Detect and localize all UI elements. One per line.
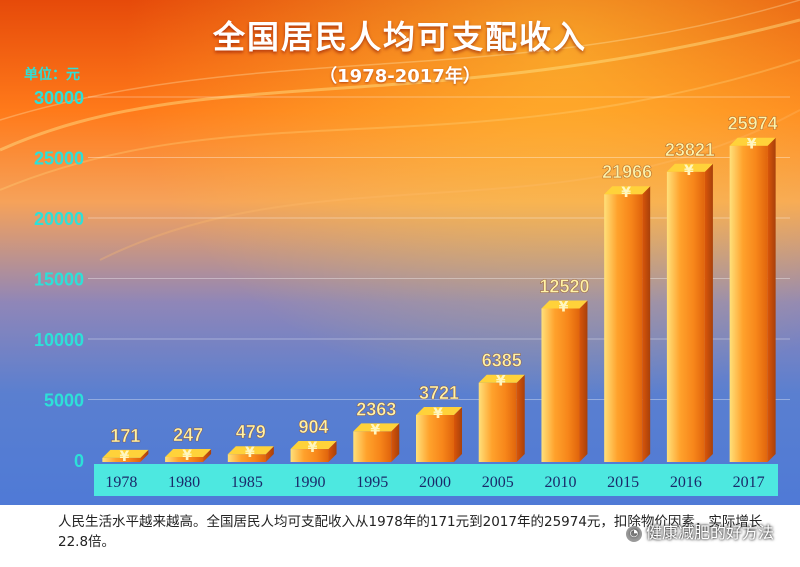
x-tick-label: 1985 (231, 474, 263, 491)
bar-value-label: 904 (299, 417, 329, 437)
bar-side-face (265, 446, 274, 462)
x-tick-label: 1990 (294, 474, 326, 491)
bar-top-face (353, 423, 400, 432)
bar (604, 194, 643, 462)
bar-value-label: 479 (236, 422, 266, 442)
yuan-icon: ¥ (747, 137, 757, 153)
watermark: ◔ 健康减肥的好方法 (625, 519, 774, 543)
x-axis-band (94, 464, 778, 496)
yuan-icon: ¥ (684, 163, 694, 179)
bar-top-face (227, 446, 274, 455)
bar-value-label: 23821 (665, 140, 715, 160)
bar-top-face (541, 300, 588, 309)
bar-side-face (704, 163, 713, 462)
bar-side-face (203, 449, 212, 462)
yuan-icon: ¥ (433, 406, 443, 422)
bar (729, 145, 768, 462)
x-tick-label: 2010 (544, 474, 576, 491)
bar-value-label: 12520 (539, 277, 589, 297)
bar-value-label: 25974 (728, 114, 778, 134)
bar-value-label: 171 (110, 426, 140, 446)
bar (290, 449, 329, 462)
background-swirl-decoration (0, 0, 800, 261)
x-tick-label: 1978 (105, 474, 137, 491)
bar-value-label: 2363 (356, 399, 396, 419)
bar-top-face (165, 449, 212, 458)
bar-side-face (642, 186, 651, 462)
chart-subtitle: （1978-2017年） (319, 66, 481, 87)
bar-side-face (454, 406, 462, 462)
yuan-icon: ¥ (621, 185, 631, 201)
bar-side-face (391, 423, 400, 462)
bar (227, 454, 266, 462)
yuan-icon: ¥ (245, 445, 255, 461)
bar-value-label: 247 (173, 425, 203, 445)
bar-side-face (767, 137, 776, 462)
bar (102, 457, 141, 462)
x-tick-label: 1995 (356, 474, 388, 491)
yuan-icon: ¥ (119, 449, 129, 465)
bar-top-face (666, 163, 713, 172)
bar-side-face (516, 374, 525, 462)
wechat-icon: ◔ (625, 525, 642, 542)
y-axis-unit-label: 单位：元 (24, 67, 80, 83)
bar (478, 382, 517, 462)
yuan-icon: ¥ (559, 300, 569, 316)
bar-top-face (290, 441, 337, 450)
chart-caption: 人民生活水平越来越高。全国居民人均可支配收入从1978年的171元到2017年的… (58, 514, 763, 550)
y-tick-label: 10000 (34, 330, 84, 350)
x-tick-label: 2015 (607, 474, 639, 491)
bar-top-face (416, 406, 462, 415)
watermark-text: 健康减肥的好方法 (645, 523, 774, 542)
bar-top-face (729, 137, 776, 146)
bar-side-face (328, 441, 337, 462)
bar-value-label: 3721 (419, 383, 459, 403)
yuan-icon: ¥ (308, 440, 318, 456)
bar-top-face (604, 186, 651, 195)
bar-side-face (140, 449, 149, 462)
y-tick-label: 30000 (34, 88, 84, 108)
y-tick-label: 25000 (34, 149, 84, 169)
bar-top-face (102, 449, 149, 458)
bar-value-label: 6385 (482, 351, 522, 371)
yuan-icon: ¥ (496, 374, 506, 390)
bar-top-face (478, 374, 525, 383)
bar (353, 431, 392, 462)
x-tick-label: 2017 (733, 474, 765, 491)
yuan-icon: ¥ (182, 448, 192, 464)
yuan-icon: ¥ (370, 422, 380, 438)
chart-title: 全国居民人均可支配收入 (212, 18, 587, 56)
x-tick-label: 2005 (482, 474, 514, 491)
y-tick-label: 15000 (34, 270, 84, 290)
y-tick-label: 0 (74, 451, 84, 471)
bar-chart: 0 5000 10000 15000 20000 25000 30000 ¥ ¥ ¥ ¥ ¥ ¥ ¥ ¥ ¥… (33, 88, 778, 496)
bar (666, 171, 705, 462)
bar-side-face (579, 300, 588, 462)
bar-value-label: 21966 (602, 162, 652, 182)
bar (416, 414, 454, 462)
y-tick-label: 5000 (44, 391, 84, 411)
y-tick-label: 20000 (34, 209, 84, 229)
x-tick-label: 2000 (419, 474, 451, 491)
x-tick-label: 1980 (168, 474, 200, 491)
x-tick-label: 2016 (670, 474, 702, 491)
bar (541, 308, 580, 462)
bar (165, 457, 204, 462)
chart-poster: 全国居民人均可支配收入 （1978-2017年） 单位：元 0 5000 10000… (0, 0, 800, 505)
